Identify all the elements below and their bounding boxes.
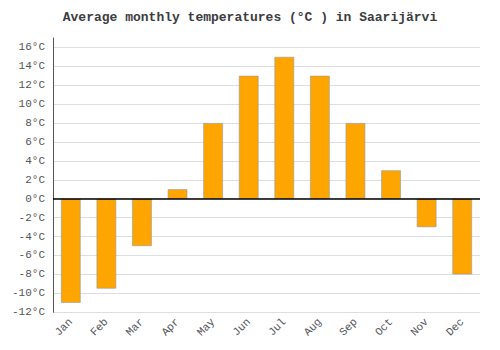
svg-text:Mar: Mar (124, 316, 146, 338)
svg-text:Jan: Jan (53, 316, 75, 338)
svg-text:Jul: Jul (266, 316, 288, 338)
svg-text:-4°C: -4°C (19, 231, 46, 243)
svg-text:16°C: 16°C (19, 41, 46, 53)
svg-text:-2°C: -2°C (19, 212, 46, 224)
svg-text:Dec: Dec (444, 316, 466, 338)
svg-text:-10°C: -10°C (12, 287, 45, 299)
svg-text:Jun: Jun (230, 316, 252, 338)
svg-text:Oct: Oct (373, 316, 395, 338)
svg-text:8°C: 8°C (25, 117, 45, 129)
svg-text:-8°C: -8°C (19, 268, 46, 280)
svg-text:-12°C: -12°C (12, 306, 45, 318)
svg-text:2°C: 2°C (25, 174, 45, 186)
svg-text:4°C: 4°C (25, 155, 45, 167)
svg-text:12°C: 12°C (19, 79, 46, 91)
svg-text:Average monthly temperatures (: Average monthly temperatures (°C ) in Sa… (63, 10, 438, 25)
svg-text:6°C: 6°C (25, 136, 45, 148)
svg-text:Feb: Feb (88, 316, 110, 338)
svg-text:Aug: Aug (302, 316, 324, 338)
svg-text:14°C: 14°C (19, 60, 46, 72)
svg-text:Apr: Apr (159, 316, 181, 338)
svg-text:0°C: 0°C (25, 193, 45, 205)
svg-text:Sep: Sep (337, 316, 359, 338)
svg-text:-6°C: -6°C (19, 249, 46, 261)
svg-text:10°C: 10°C (19, 98, 46, 110)
svg-text:Nov: Nov (408, 316, 431, 339)
svg-text:May: May (195, 316, 218, 339)
